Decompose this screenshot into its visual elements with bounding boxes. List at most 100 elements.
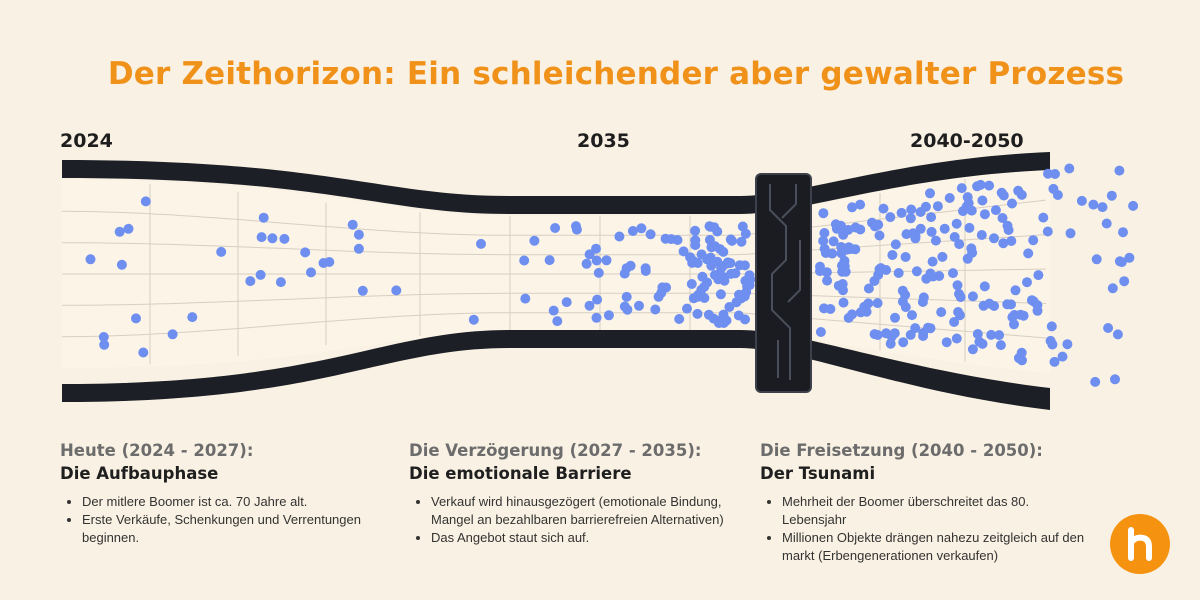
- particle-dot: [140, 196, 151, 207]
- particle-dot: [822, 275, 833, 286]
- particle-dot: [167, 329, 178, 340]
- particle-dot: [591, 243, 601, 254]
- particle-dot: [847, 309, 858, 320]
- particle-dot: [925, 323, 936, 334]
- particle-dot: [878, 203, 889, 214]
- particle-dot: [722, 257, 733, 268]
- particle-dot: [621, 291, 632, 302]
- particle-dot: [949, 317, 960, 327]
- particle-dot: [1107, 283, 1118, 294]
- particle-dot: [1022, 277, 1032, 288]
- particle-dot: [690, 240, 701, 251]
- particle-dot: [561, 297, 572, 308]
- particle-dot: [744, 280, 755, 291]
- grid-flow-line: [61, 199, 1047, 236]
- phase-name: Die Aufbauphase: [60, 464, 219, 483]
- particle-dot: [1048, 183, 1059, 194]
- particle-dot: [828, 236, 839, 247]
- particle-dot: [1015, 309, 1026, 320]
- particle-dot: [674, 314, 685, 324]
- grid-flow-line: [62, 234, 1047, 256]
- particle-dot: [874, 230, 885, 241]
- particle-dot: [468, 314, 479, 325]
- phase-period: Die Verzögerung (2027 - 2035):: [409, 441, 702, 460]
- particle-dot: [552, 316, 563, 327]
- phase-name: Die emotionale Barriere: [409, 464, 632, 483]
- particle-dot: [843, 242, 854, 253]
- particle-dot: [989, 233, 999, 244]
- particle-dot: [1090, 376, 1101, 387]
- particle-dot: [740, 314, 750, 325]
- particle-dot: [885, 212, 896, 223]
- particle-dot: [391, 285, 402, 296]
- particle-dot: [815, 327, 826, 337]
- bullet-item: Der mitlere Boomer ist ca. 70 Jahre alt.: [82, 493, 390, 511]
- particle-dot: [900, 289, 911, 300]
- particle-dot: [279, 233, 290, 244]
- particle-dot: [855, 224, 866, 235]
- particle-dot: [255, 269, 266, 280]
- particle-dot: [927, 256, 938, 267]
- particle-dot: [1118, 227, 1128, 238]
- particle-dot: [98, 332, 109, 342]
- particle-dot: [890, 239, 901, 250]
- particle-dot: [825, 304, 836, 314]
- particle-dot: [977, 195, 988, 206]
- particle-dot: [887, 250, 898, 260]
- particle-dot: [519, 255, 530, 266]
- phase-column-1: Heute (2024 - 2027): Die Aufbauphase Der…: [60, 440, 390, 547]
- particle-dot: [907, 310, 917, 321]
- particle-dot: [975, 179, 986, 190]
- particle-dot: [893, 268, 904, 278]
- particle-dot: [819, 228, 830, 238]
- particle-dot: [1013, 185, 1024, 196]
- particle-dot: [187, 312, 198, 323]
- particle-dot: [930, 235, 941, 246]
- page-title: Der Zeithorizon: Ein schleichender aber …: [107, 56, 1125, 92]
- particle-dot: [1076, 195, 1087, 206]
- particle-dot: [593, 267, 604, 278]
- particle-dot: [138, 347, 149, 358]
- particle-dot: [601, 255, 612, 266]
- particle-dot: [1057, 351, 1068, 362]
- particle-dot: [1006, 236, 1017, 246]
- phase-name: Der Tsunami: [760, 464, 876, 483]
- particle-dot: [1106, 190, 1117, 201]
- particle-dot: [544, 255, 555, 266]
- particle-dot: [815, 261, 825, 272]
- particle-dot: [962, 192, 973, 203]
- particle-dot: [967, 344, 978, 355]
- phase-bullets: Verkauf wird hinausgezögert (emotionale …: [409, 493, 739, 547]
- h-house-logo-icon[interactable]: [1110, 514, 1170, 574]
- particle-dot: [1112, 329, 1123, 340]
- particle-dot: [737, 221, 748, 232]
- particle-dot: [939, 223, 950, 234]
- particle-dot: [1007, 198, 1017, 209]
- particle-dot: [1006, 299, 1016, 310]
- particle-dot: [216, 246, 227, 257]
- phase-period: Heute (2024 - 2027):: [60, 441, 254, 460]
- particle-dot: [986, 329, 997, 340]
- particle-dot: [867, 217, 877, 228]
- particle-dot: [724, 302, 735, 312]
- particle-dot: [976, 230, 987, 240]
- particle-dot: [952, 280, 963, 291]
- particle-dot: [821, 267, 832, 278]
- particle-dot: [949, 232, 960, 242]
- particle-dot: [634, 300, 644, 311]
- particle-dot: [657, 282, 668, 293]
- particle-dot: [820, 248, 831, 258]
- particle-dot: [529, 235, 540, 246]
- particle-dot: [718, 246, 729, 257]
- particle-dot: [727, 235, 737, 246]
- particle-dot: [353, 243, 364, 254]
- particle-dot: [885, 338, 896, 349]
- particle-dot: [838, 297, 849, 308]
- particle-dot: [1028, 235, 1039, 246]
- particle-dots: [85, 163, 1139, 387]
- particle-dot: [1010, 285, 1021, 296]
- bullet-item: Das Angebot staut sich auf.: [431, 529, 739, 547]
- particle-dot: [1110, 374, 1120, 385]
- particle-dot: [693, 289, 704, 300]
- particle-dot: [967, 291, 978, 302]
